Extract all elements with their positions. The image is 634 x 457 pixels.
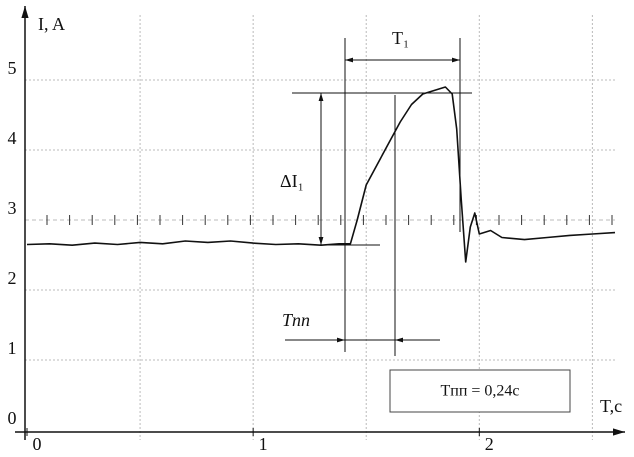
annotation-lines: [285, 38, 571, 413]
y-tick-label: 4: [8, 128, 17, 148]
y-axis-label: I, A: [38, 14, 65, 34]
y-tick-label: 0: [8, 408, 17, 428]
x-axis-label: T,c: [600, 396, 622, 416]
data-line: [26, 86, 616, 263]
delta-i-label: ΔI₁: [280, 171, 304, 191]
y-tick-label: 1: [8, 338, 17, 358]
y-tick-label: 5: [8, 58, 17, 78]
t1-label: T₁: [392, 28, 409, 48]
tpp-label: Tпп: [282, 310, 310, 330]
y-tick-label: 2: [8, 268, 17, 288]
tpp-box-label: Tпп = 0,24c: [440, 383, 519, 400]
x-tick-label: 2: [485, 434, 494, 454]
x-tick-label: 1: [259, 434, 268, 454]
y-tick-label: 3: [8, 198, 17, 218]
x-tick-label: 0: [33, 434, 42, 454]
